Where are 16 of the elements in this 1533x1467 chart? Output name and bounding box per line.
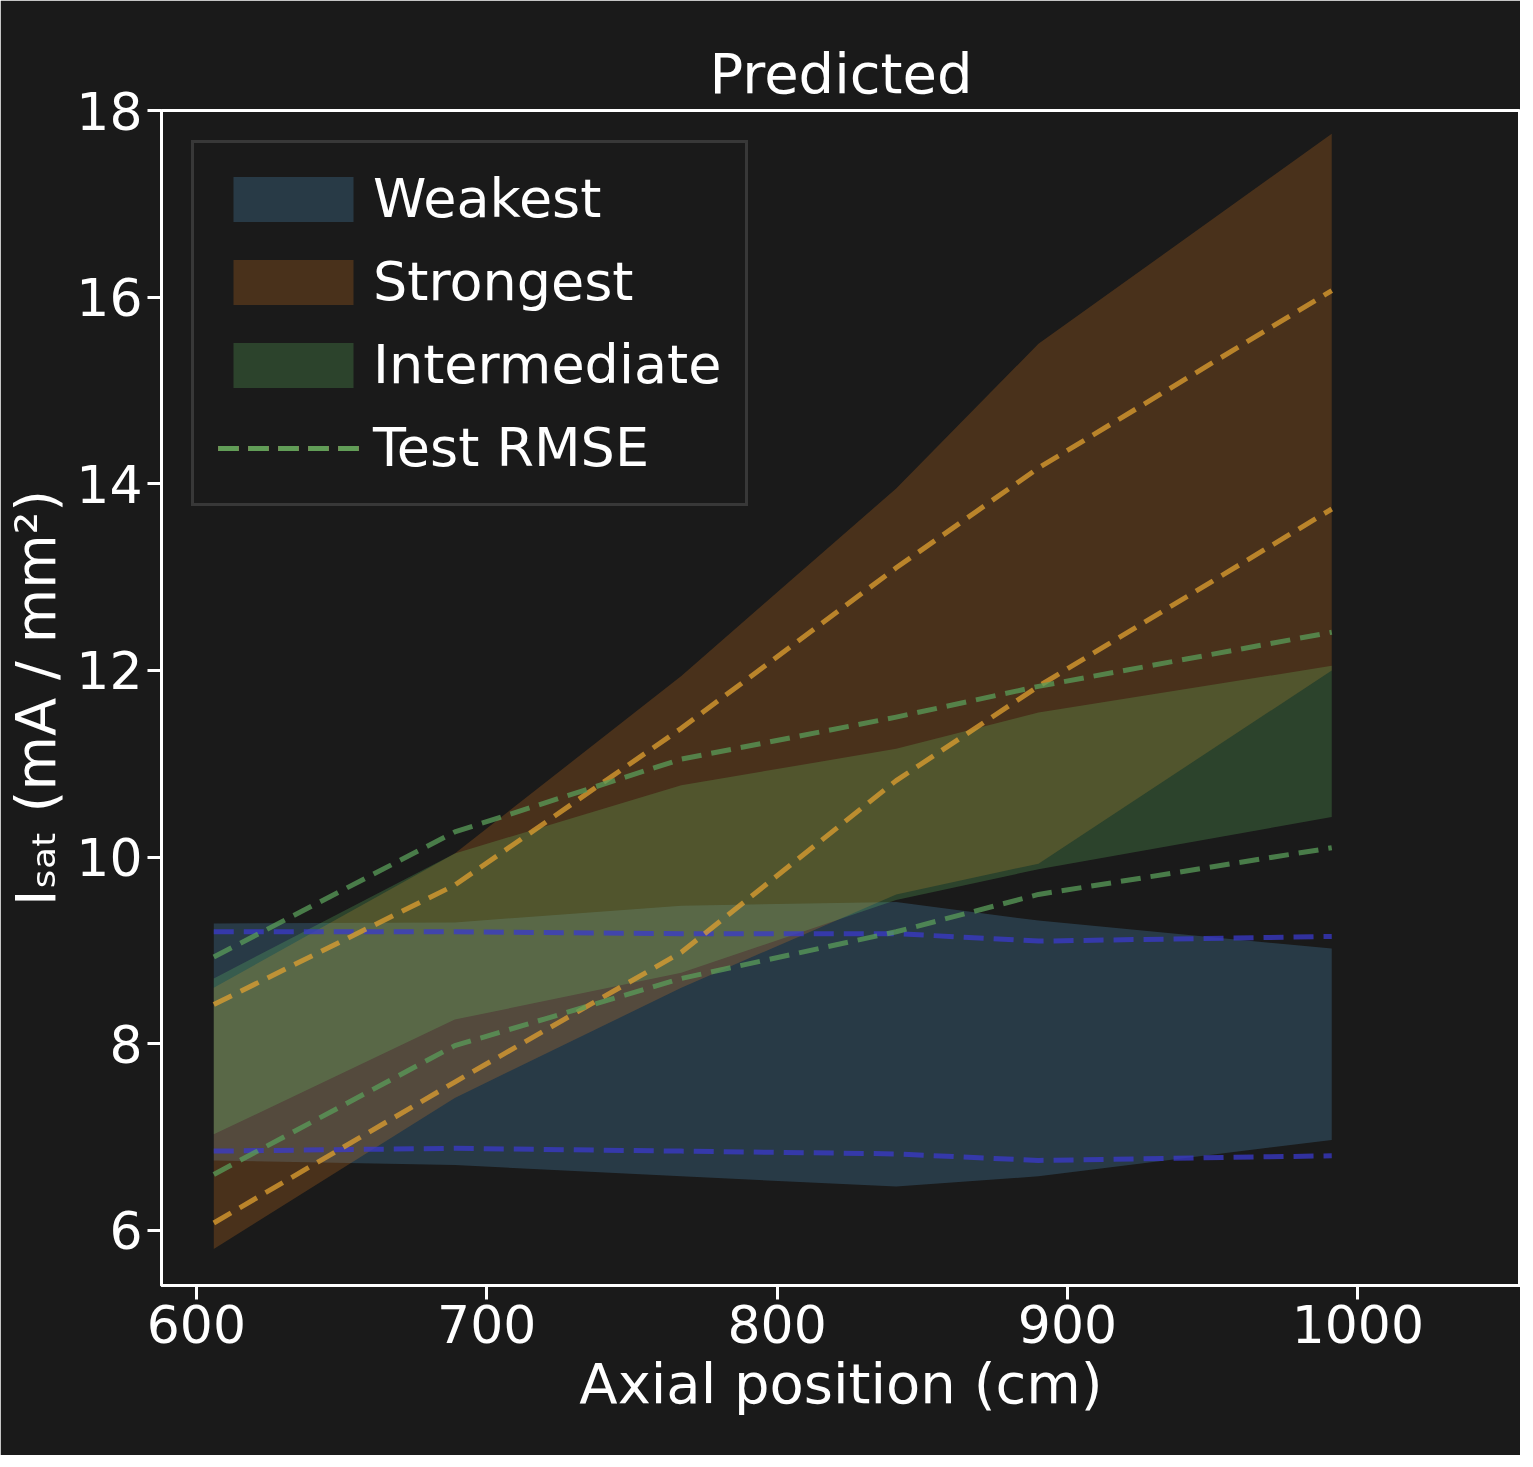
legend-label: Intermediate — [373, 333, 722, 396]
y-tick-label: 10 — [76, 828, 143, 889]
y-tick-label: 14 — [76, 454, 143, 515]
y-tick-label: 12 — [76, 641, 143, 702]
x-tick-label: 1000 — [1291, 1294, 1425, 1355]
legend-label: Weakest — [373, 167, 602, 230]
x-tick-label: 700 — [437, 1294, 537, 1355]
y-tick-label: 8 — [109, 1014, 143, 1075]
y-tick-label: 16 — [76, 268, 143, 329]
x-tick-label: 600 — [146, 1294, 246, 1355]
y-axis-title: Iₛₐₜ (mA / mm²) — [3, 489, 69, 907]
y-tick-label: 18 — [76, 81, 143, 142]
chart-title: Predicted — [709, 40, 973, 106]
legend-label: Test RMSE — [373, 416, 650, 479]
legend-label: Strongest — [373, 250, 634, 313]
y-tick-label: 6 — [109, 1201, 143, 1262]
